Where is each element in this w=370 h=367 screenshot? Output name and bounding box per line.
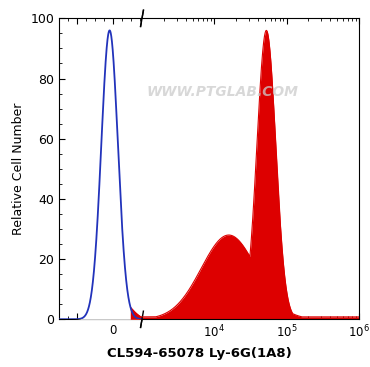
Text: CL594-65078 Ly-6G(1A8): CL594-65078 Ly-6G(1A8): [107, 347, 292, 360]
Text: WWW.PTGLAB.COM: WWW.PTGLAB.COM: [146, 85, 298, 99]
Y-axis label: Relative Cell Number: Relative Cell Number: [12, 103, 25, 235]
